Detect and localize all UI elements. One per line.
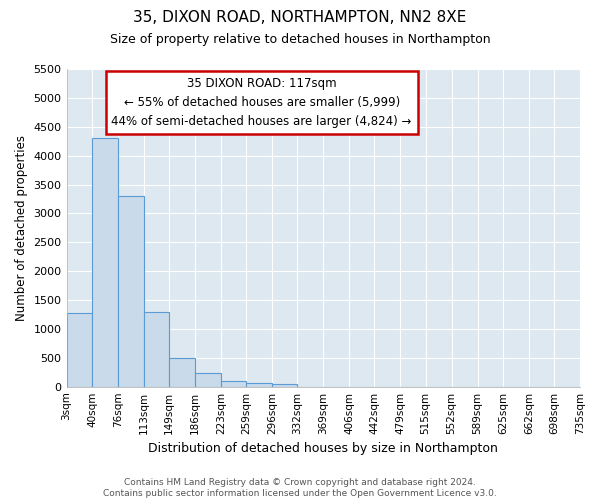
X-axis label: Distribution of detached houses by size in Northampton: Distribution of detached houses by size … (148, 442, 498, 455)
Bar (67, 314, 92, 386)
Bar (246, 382, 272, 386)
Bar (272, 384, 298, 386)
Bar (92, 138, 118, 386)
Bar (169, 358, 195, 386)
Text: 35, DIXON ROAD, NORTHAMPTON, NN2 8XE: 35, DIXON ROAD, NORTHAMPTON, NN2 8XE (133, 10, 467, 25)
Bar (118, 196, 144, 386)
Y-axis label: Number of detached properties: Number of detached properties (15, 135, 28, 321)
Bar (144, 312, 169, 386)
Bar (195, 373, 221, 386)
Text: Size of property relative to detached houses in Northampton: Size of property relative to detached ho… (110, 32, 490, 46)
Text: 35 DIXON ROAD: 117sqm
← 55% of detached houses are smaller (5,999)
44% of semi-d: 35 DIXON ROAD: 117sqm ← 55% of detached … (112, 77, 412, 128)
Bar (221, 381, 246, 386)
Text: Contains HM Land Registry data © Crown copyright and database right 2024.
Contai: Contains HM Land Registry data © Crown c… (103, 478, 497, 498)
